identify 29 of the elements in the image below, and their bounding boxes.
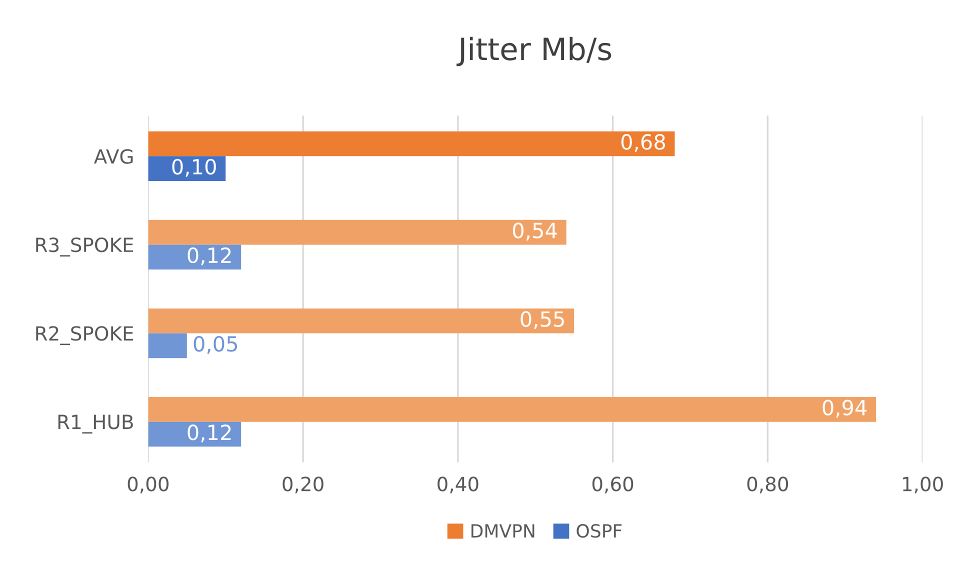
bar xyxy=(148,244,242,270)
bar xyxy=(148,333,187,358)
bar xyxy=(148,156,226,181)
data-label: 0,94 xyxy=(822,400,867,418)
y-tick-label: R3_SPOKE xyxy=(36,238,134,257)
legend-label: DMVPN xyxy=(472,524,534,538)
data-label: 0,54 xyxy=(512,222,557,240)
bar xyxy=(148,422,242,447)
data-label: 0,55 xyxy=(520,311,564,330)
bar xyxy=(148,131,675,156)
y-tick-label: R1_HUB xyxy=(58,414,133,434)
legend-label: OSPF xyxy=(576,524,622,538)
bar xyxy=(148,220,566,245)
y-tick-label: AVG xyxy=(94,149,133,164)
data-label: 0,12 xyxy=(188,247,231,266)
x-tick-label: 0,60 xyxy=(592,476,634,494)
data-label: 0,10 xyxy=(172,158,216,177)
data-label: 0,68 xyxy=(621,134,665,152)
x-tick-label: 0,20 xyxy=(282,476,324,494)
x-tick-label: 0,40 xyxy=(438,476,478,494)
y-tick-label: R2_SPOKE xyxy=(36,326,134,346)
data-label: 0,12 xyxy=(188,424,231,442)
x-tick-label: 1,00 xyxy=(903,476,943,494)
chart-title: Jitter Mb/s xyxy=(456,36,612,66)
bar xyxy=(148,308,574,334)
data-label: 0,05 xyxy=(194,336,238,354)
x-tick-label: 0,80 xyxy=(747,476,788,494)
bar xyxy=(148,397,876,422)
x-tick-label: 0,00 xyxy=(128,476,169,494)
